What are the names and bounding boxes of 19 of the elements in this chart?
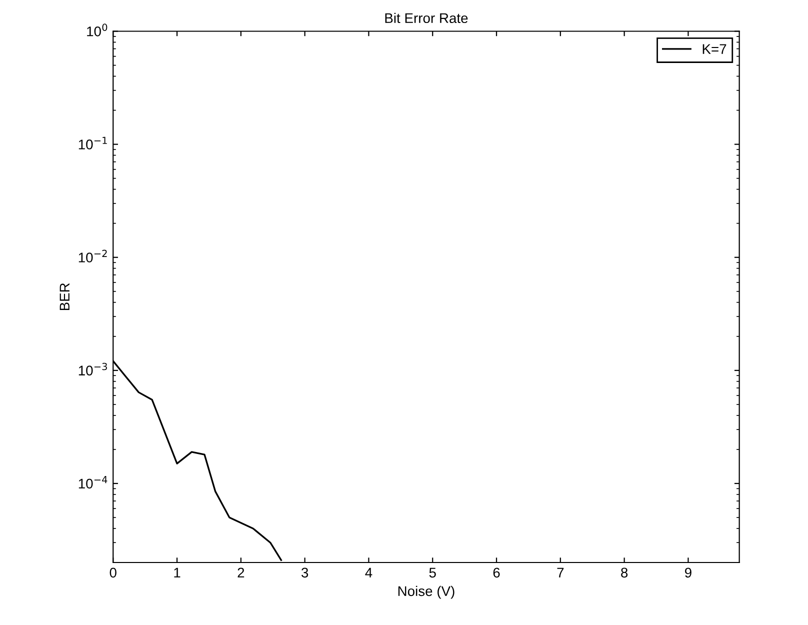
x-tick-label: 7 — [557, 568, 564, 578]
x-tick-label: 1 — [174, 568, 180, 578]
y-tick-label: 10$^{−4}$ — [78, 476, 108, 489]
x-tick-label: 9 — [684, 568, 692, 578]
y-tick-label: 10$^{−2}$ — [78, 250, 107, 262]
y-axis-title: BER — [60, 283, 70, 310]
x-tick-label: 2 — [238, 568, 244, 578]
y-tick-label: 10$^{−1}$ — [78, 136, 107, 150]
x-tick-label: 8 — [621, 568, 628, 578]
x-tick-label: 3 — [301, 568, 308, 578]
x-tick-label: 6 — [493, 568, 500, 578]
x-tick-label: 5 — [429, 568, 436, 578]
x-tick-label: 0 — [110, 568, 116, 578]
y-tick-label: 10$^{−3}$ — [78, 362, 107, 376]
x-tick-label: 4 — [365, 568, 372, 578]
chart-title: Bit Error Rate — [385, 12, 468, 24]
x-axis-title: Noise (V) — [398, 586, 454, 599]
legend-label: K=7 — [702, 44, 726, 54]
y-tick-label: 10$^{0}$ — [87, 24, 108, 36]
